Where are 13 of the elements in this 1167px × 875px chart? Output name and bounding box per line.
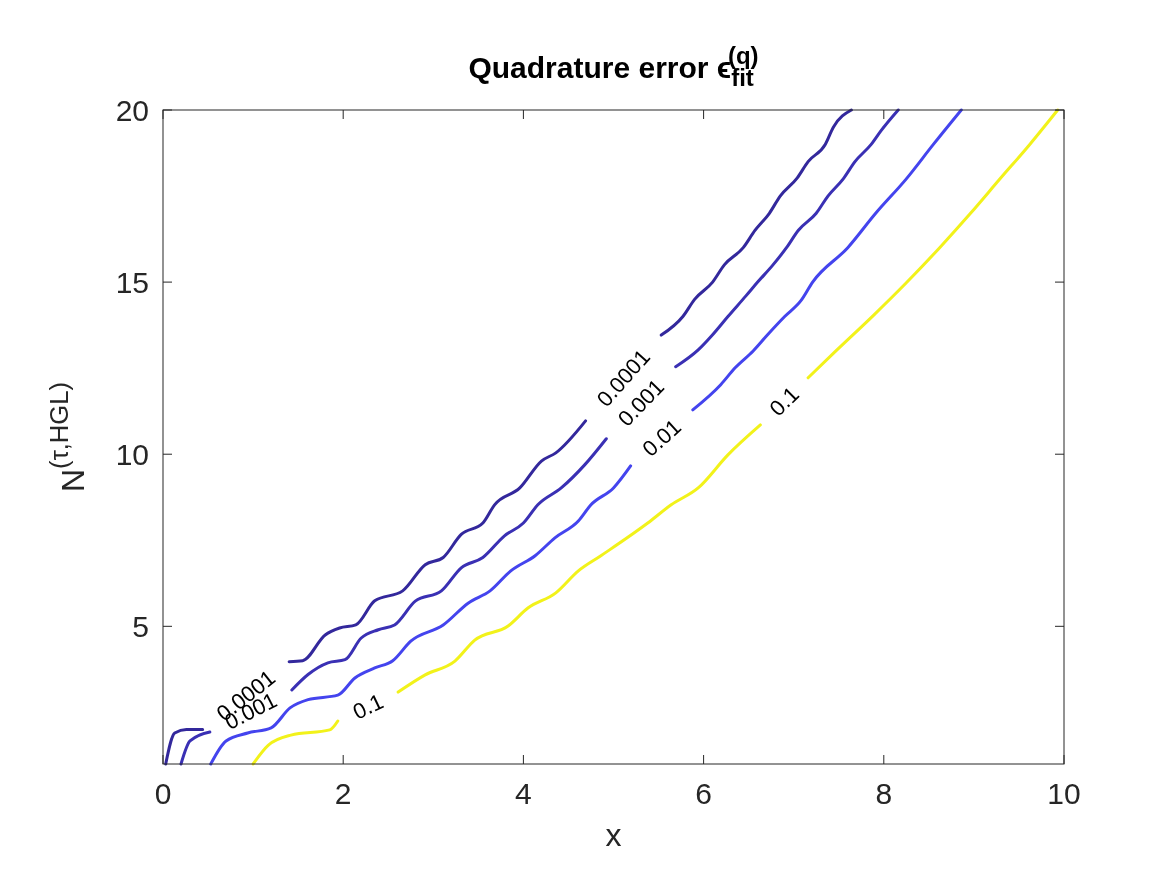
x-tick-label: 0: [154, 777, 172, 810]
x-tick-label: 8: [875, 777, 893, 810]
text: 0.1: [764, 381, 804, 422]
text: 0.1: [348, 688, 388, 725]
x-tick-label: 2: [334, 777, 352, 810]
y-tick-label: 10: [115, 437, 149, 471]
x-axis-title: x: [605, 817, 622, 853]
y-tick-label: 15: [115, 265, 149, 299]
y-tick-label: 20: [115, 93, 149, 127]
x-tick-label: 6: [695, 777, 712, 810]
x-tick-label: 10: [1047, 777, 1081, 810]
x-tick-label: 4: [515, 777, 532, 810]
y-tick-label: 5: [132, 609, 149, 643]
